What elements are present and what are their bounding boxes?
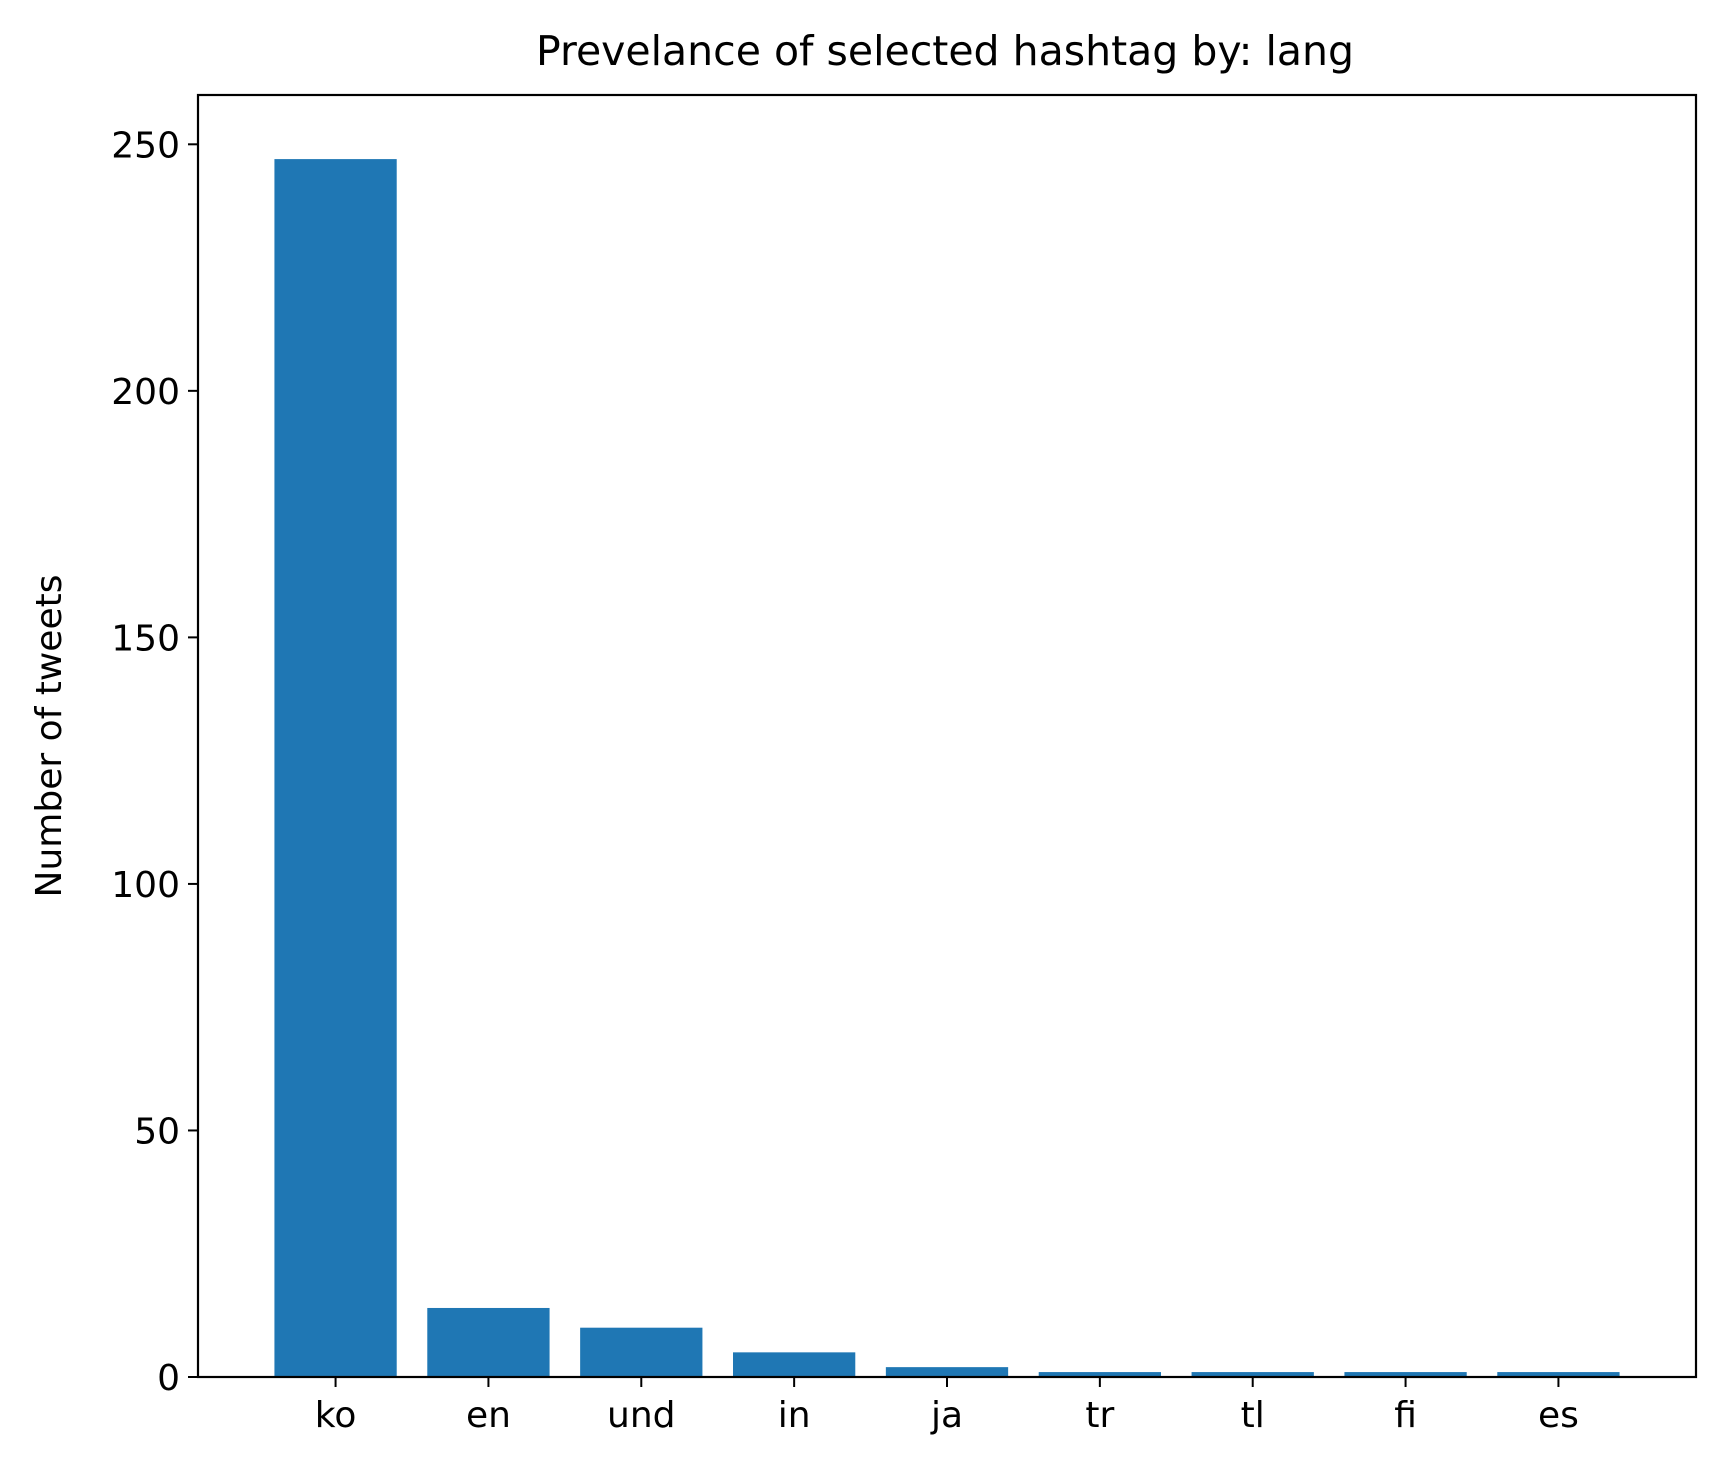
y-tick-label: 150: [111, 618, 180, 659]
x-tick-label: fi: [1394, 1395, 1417, 1436]
x-tick-label: tl: [1241, 1395, 1265, 1436]
x-tick-label: en: [466, 1395, 511, 1436]
y-tick-label: 0: [157, 1358, 180, 1399]
x-tick-label: ja: [930, 1395, 963, 1436]
chart-title: Prevelance of selected hashtag by: lang: [536, 27, 1354, 75]
bar-en: [427, 1307, 550, 1377]
x-ticks: ko en und in ja tr tl fi es: [315, 1377, 1579, 1436]
y-ticks: 0 50 100 150 200 250: [111, 125, 198, 1399]
x-tick-label: und: [607, 1395, 675, 1436]
x-tick-label: ko: [315, 1395, 357, 1436]
bars-layer: [274, 159, 1620, 1378]
bar-und: [580, 1327, 703, 1377]
x-tick-label: es: [1538, 1395, 1579, 1436]
bar-es: [1497, 1372, 1620, 1377]
y-axis-label: Number of tweets: [29, 575, 70, 898]
y-tick-label: 200: [111, 372, 180, 413]
y-tick-label: 100: [111, 865, 180, 906]
y-tick-label: 50: [134, 1111, 180, 1152]
x-tick-label: tr: [1085, 1395, 1114, 1436]
bar-ja: [885, 1367, 1009, 1377]
bar-in: [733, 1352, 856, 1377]
y-tick-label: 250: [111, 125, 180, 166]
bar-ko: [274, 159, 397, 1378]
x-tick-label: in: [778, 1395, 811, 1436]
bar-tr: [1038, 1372, 1161, 1377]
plot-area-frame: [196, 93, 1698, 1379]
bar-tl: [1191, 1372, 1314, 1377]
bar-fi: [1344, 1372, 1467, 1377]
